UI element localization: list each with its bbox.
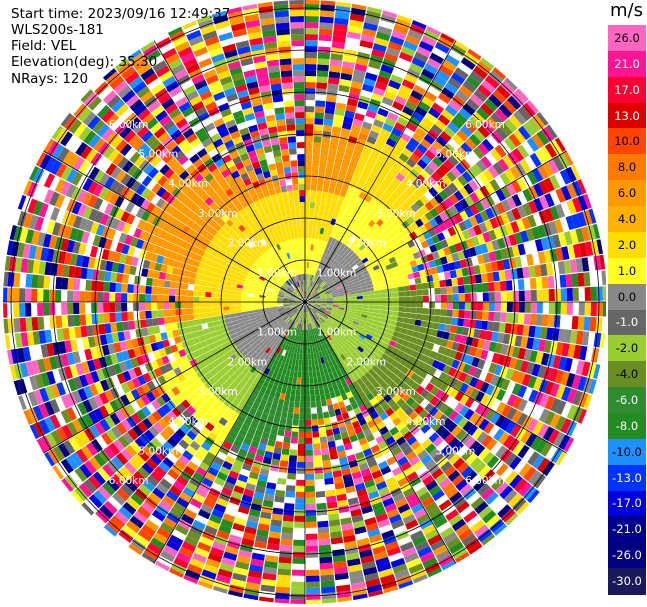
nrays-label: NRays: 120 xyxy=(11,71,89,87)
ppi-velocity-plot: 1.00km 1.00km 1.00km 1.00km 2.00km 2.00km 2.00… xyxy=(3,0,606,604)
range-ring-label: 5.00km xyxy=(139,445,179,457)
range-ring-label: 3.00km xyxy=(376,208,416,220)
colorbar-tick-label: 2.0 xyxy=(617,237,637,252)
colorbar-segment xyxy=(608,283,646,311)
colorbar-tick-label: 0.0 xyxy=(617,289,637,304)
azimuth-line xyxy=(304,40,457,303)
range-ring-label: 6.00km xyxy=(465,119,505,131)
colorbar-tick-label: -10.0 xyxy=(612,444,642,459)
colorbar-tick-label: 4.0 xyxy=(617,211,637,226)
range-ring-label: 1.00km xyxy=(317,267,357,279)
colorbar-tick-label: -1.0 xyxy=(615,315,639,330)
colorbar-segment xyxy=(608,309,646,336)
range-ring-label: 2.00km xyxy=(228,238,268,250)
range-ring-label: 1.00km xyxy=(257,267,297,279)
colorbar-segment xyxy=(608,542,646,569)
colorbar-segment xyxy=(608,102,646,130)
colorbar: 26.0 21.0 17.0 13.0 10.0 8.0 6.0 4.0 2.0 1.0 0.0 -1… xyxy=(608,25,646,595)
colorbar-unit-title: m/s xyxy=(610,0,643,21)
colorbar-segment xyxy=(608,361,646,388)
colorbar-tick-label: -30.0 xyxy=(612,574,642,589)
colorbar-tick-label: 17.0 xyxy=(614,82,640,97)
instrument-label: WLS200s-181 xyxy=(11,22,104,38)
azimuth-line xyxy=(43,301,306,454)
range-ring-label: 6.00km xyxy=(109,119,149,131)
colorbar-tick-label: 1.0 xyxy=(617,263,637,278)
colorbar-tick-label: -2.0 xyxy=(615,341,639,356)
colorbar-tick-label: -26.0 xyxy=(612,548,642,563)
colorbar-segment xyxy=(608,154,646,181)
colorbar-segment xyxy=(608,128,646,155)
colorbar-tick-label: 10.0 xyxy=(614,134,640,149)
elevation-label: Elevation(deg): 35.30 xyxy=(11,54,158,70)
colorbar-segment xyxy=(608,180,646,207)
colorbar-tick-label: 21.0 xyxy=(614,56,640,71)
range-ring-label: 5.00km xyxy=(139,149,179,161)
range-ring-label: 5.00km xyxy=(435,149,475,161)
colorbar-segment xyxy=(608,50,646,78)
field-label: Field: VEL xyxy=(11,38,77,54)
colorbar-tick-label: -6.0 xyxy=(615,393,639,408)
range-ring-label: 6.00km xyxy=(109,475,149,487)
azimuth-line xyxy=(153,40,306,303)
range-ring-label: 4.00km xyxy=(406,178,446,190)
range-ring-label: 4.00km xyxy=(168,178,208,190)
colorbar-segment xyxy=(608,76,646,104)
colorbar-segment xyxy=(608,206,646,233)
colorbar-segment xyxy=(608,387,646,414)
range-ring-label: 1.00km xyxy=(317,327,357,339)
range-ring-label: 3.00km xyxy=(376,386,416,398)
colorbar-segment xyxy=(608,412,646,440)
colorbar-tick-label: 26.0 xyxy=(614,30,640,45)
colorbar-segment xyxy=(608,25,646,52)
azimuth-line xyxy=(43,150,306,303)
colorbar-segment xyxy=(608,516,646,543)
start-time-label: Start time: 2023/09/16 12:49:37 xyxy=(11,6,231,22)
colorbar-segment xyxy=(608,490,646,517)
colorbar-tick-label: 8.0 xyxy=(617,160,637,175)
range-ring-label: 5.00km xyxy=(435,445,475,457)
colorbar-segment xyxy=(608,257,646,285)
range-ring-label: 2.00km xyxy=(346,238,386,250)
range-ring-label: 2.00km xyxy=(346,356,386,368)
range-ring-label: 1.00km xyxy=(257,327,297,339)
azimuth-line xyxy=(304,301,457,564)
colorbar-tick-label: 13.0 xyxy=(614,108,640,123)
range-ring-label: 3.00km xyxy=(198,386,238,398)
azimuth-line xyxy=(153,301,306,564)
colorbar-tick-label: -13.0 xyxy=(612,470,642,485)
colorbar-segment xyxy=(608,231,646,259)
range-ring-label: 4.00km xyxy=(406,416,446,428)
colorbar-tick-label: 6.0 xyxy=(617,186,637,201)
range-ring-label: 6.00km xyxy=(465,475,505,487)
azimuth-line xyxy=(304,301,567,454)
colorbar-segment xyxy=(608,464,646,492)
colorbar-segment xyxy=(608,335,646,362)
azimuth-line xyxy=(304,150,567,303)
colorbar-segment xyxy=(608,438,646,466)
colorbar-tick-label: -17.0 xyxy=(612,496,642,511)
range-ring-label: 3.00km xyxy=(198,208,238,220)
colorbar-segment xyxy=(608,568,646,595)
range-ring-label: 2.00km xyxy=(228,356,268,368)
colorbar-tick-label: -8.0 xyxy=(615,418,639,433)
colorbar-tick-label: -4.0 xyxy=(615,367,639,382)
colorbar-tick-label: -21.0 xyxy=(612,522,642,537)
range-ring-label: 4.00km xyxy=(168,416,208,428)
